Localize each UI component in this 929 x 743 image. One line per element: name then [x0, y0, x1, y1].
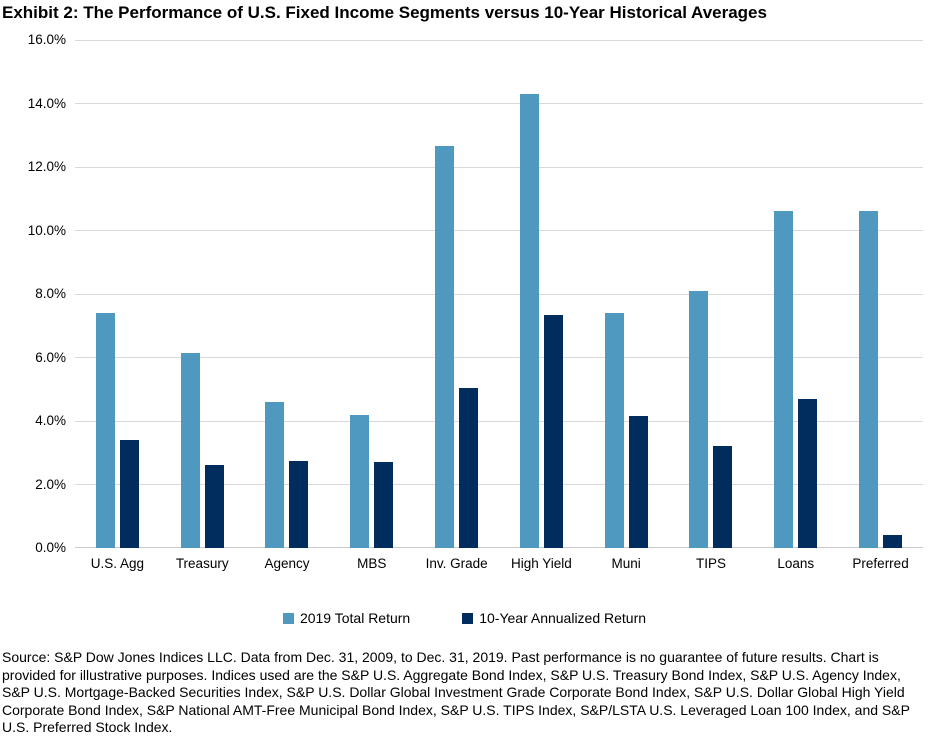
bar-high-yield-2019-total-return: [519, 93, 539, 548]
legend-label: 10-Year Annualized Return: [479, 610, 647, 626]
bar-muni-10-year-annualized-return: [628, 416, 648, 548]
y-tick-label: 12.0%: [27, 159, 66, 174]
bar-loans-10-year-annualized-return: [798, 398, 818, 548]
legend-label: 2019 Total Return: [299, 610, 411, 626]
y-tick-label: 16.0%: [27, 32, 66, 47]
y-tick-label: 0.0%: [35, 540, 66, 555]
x-axis-labels: U.S. Agg Treasury Agency MBS Inv. Grade High …: [75, 556, 923, 571]
bar-inv-grade-2019-total-return: [435, 146, 455, 548]
gridline: [75, 357, 923, 358]
bar-high-yield-10-year-annualized-return: [543, 314, 563, 548]
bar-agency-10-year-annualized-return: [289, 460, 309, 548]
legend-swatch-icon: [462, 612, 474, 624]
bar-group-preferred: [838, 40, 923, 548]
bar-group-high-yield: [499, 40, 584, 548]
bar-group-treasury: [160, 40, 245, 548]
gridline: [75, 293, 923, 295]
legend-item-10-year-annualized-return: 10-Year Annualized Return: [462, 610, 646, 626]
x-tick-label-agency: Agency: [264, 556, 310, 571]
bar-treasury-2019-total-return: [180, 352, 200, 548]
bar-mbs-2019-total-return: [350, 414, 370, 548]
bar-muni-2019-total-return: [604, 313, 624, 548]
bar-preferred-2019-total-return: [859, 211, 879, 548]
bar-treasury-10-year-annualized-return: [204, 465, 224, 548]
x-tick-label-inv-grade: Inv. Grade: [425, 556, 488, 571]
gridline: [75, 420, 923, 422]
chart-title: Exhibit 2: The Performance of U.S. Fixed…: [2, 3, 767, 22]
bar-group-tips: [669, 40, 754, 548]
plot-area: [75, 39, 923, 548]
gridline: [75, 103, 923, 104]
y-axis-labels: 16.0% 14.0% 12.0% 10.0% 8.0% 6.0% 4.0% 2.0% 0.0%: [0, 32, 66, 555]
y-tick-label: 10.0%: [27, 222, 66, 238]
x-tick-label-treasury: Treasury: [175, 556, 229, 571]
x-tick-label-loans: Loans: [777, 556, 815, 571]
x-tick-label-muni: Muni: [611, 556, 641, 571]
gridline: [75, 39, 923, 41]
bar-mbs-10-year-annualized-return: [374, 462, 394, 548]
bar-group-muni: [584, 40, 669, 548]
y-tick-label: 2.0%: [35, 476, 66, 492]
gridline: [75, 230, 923, 231]
legend-swatch-icon: [282, 612, 294, 624]
gridline: [75, 166, 923, 168]
y-tick-label: 4.0%: [35, 413, 66, 428]
bar-u-s-agg-2019-total-return: [95, 313, 115, 548]
source-note: Source: S&P Dow Jones Indices LLC. Data …: [2, 649, 910, 736]
gridline: [75, 484, 923, 485]
bar-tips-2019-total-return: [689, 290, 709, 548]
chart-legend: 2019 Total Return 10-Year Annualized Retu…: [0, 610, 929, 626]
bar-u-s-agg-10-year-annualized-return: [119, 440, 139, 548]
y-tick-label: 6.0%: [35, 349, 66, 365]
bar-group-mbs: [329, 40, 414, 548]
bar-tips-10-year-annualized-return: [713, 446, 733, 548]
bar-agency-2019-total-return: [265, 401, 285, 548]
x-tick-label-u-s-agg: U.S. Agg: [90, 556, 145, 571]
bar-group-u-s-agg: [75, 40, 160, 548]
bar-group-loans: [753, 40, 838, 548]
y-tick-label: 14.0%: [27, 95, 66, 111]
x-tick-label-tips: TIPS: [695, 556, 726, 571]
x-tick-label-mbs: MBS: [357, 556, 387, 571]
x-axis-line: [75, 547, 923, 548]
bar-inv-grade-10-year-annualized-return: [459, 387, 479, 548]
bar-group-inv-grade: [414, 40, 499, 548]
legend-item-2019-total-return: 2019 Total Return: [282, 610, 411, 626]
x-tick-label-preferred: Preferred: [852, 556, 909, 571]
bar-preferred-10-year-annualized-return: [883, 535, 903, 548]
x-tick-label-high-yield: High Yield: [510, 556, 572, 571]
bar-loans-2019-total-return: [774, 211, 794, 548]
y-tick-label: 8.0%: [35, 286, 66, 301]
bar-group-agency: [245, 40, 330, 548]
